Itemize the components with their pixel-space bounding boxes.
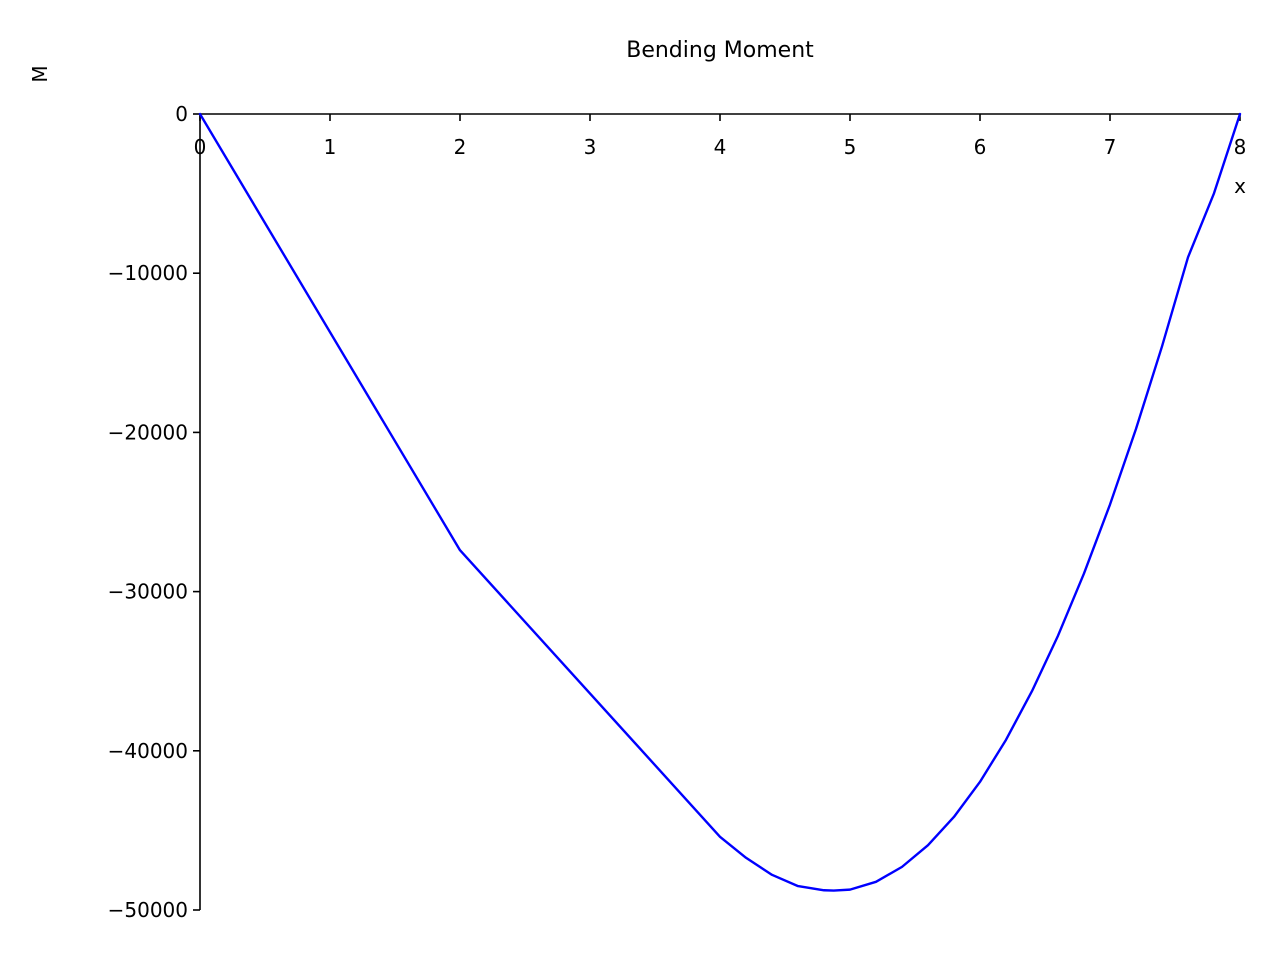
series-line (198, 112, 1242, 892)
y-axis-label: M (28, 65, 52, 82)
x-tick-label: 7 (1104, 135, 1117, 159)
x-axis-label: x (1234, 174, 1246, 198)
y-tick-label: −30000 (108, 580, 188, 604)
x-tick-group: 0 1 2 3 4 5 6 7 8 (194, 114, 1247, 159)
y-tick-label: −50000 (108, 898, 188, 922)
y-tick-label: −10000 (108, 261, 188, 285)
x-tick-label: 5 (844, 135, 857, 159)
x-tick-label: 3 (584, 135, 597, 159)
x-tick-label: 8 (1234, 135, 1247, 159)
x-tick-label: 0 (194, 135, 207, 159)
y-tick-label: −40000 (108, 739, 188, 763)
chart-title: Bending Moment (626, 38, 814, 63)
y-tick-group: 0 −10000 −20000 −30000 −40000 −50000 (108, 102, 200, 922)
y-tick-label: −20000 (108, 420, 188, 444)
x-tick-label: 6 (974, 135, 987, 159)
x-tick-label: 4 (714, 135, 727, 159)
x-tick-label: 1 (324, 135, 337, 159)
x-tick-label: 2 (454, 135, 467, 159)
y-tick-label: 0 (175, 102, 188, 126)
